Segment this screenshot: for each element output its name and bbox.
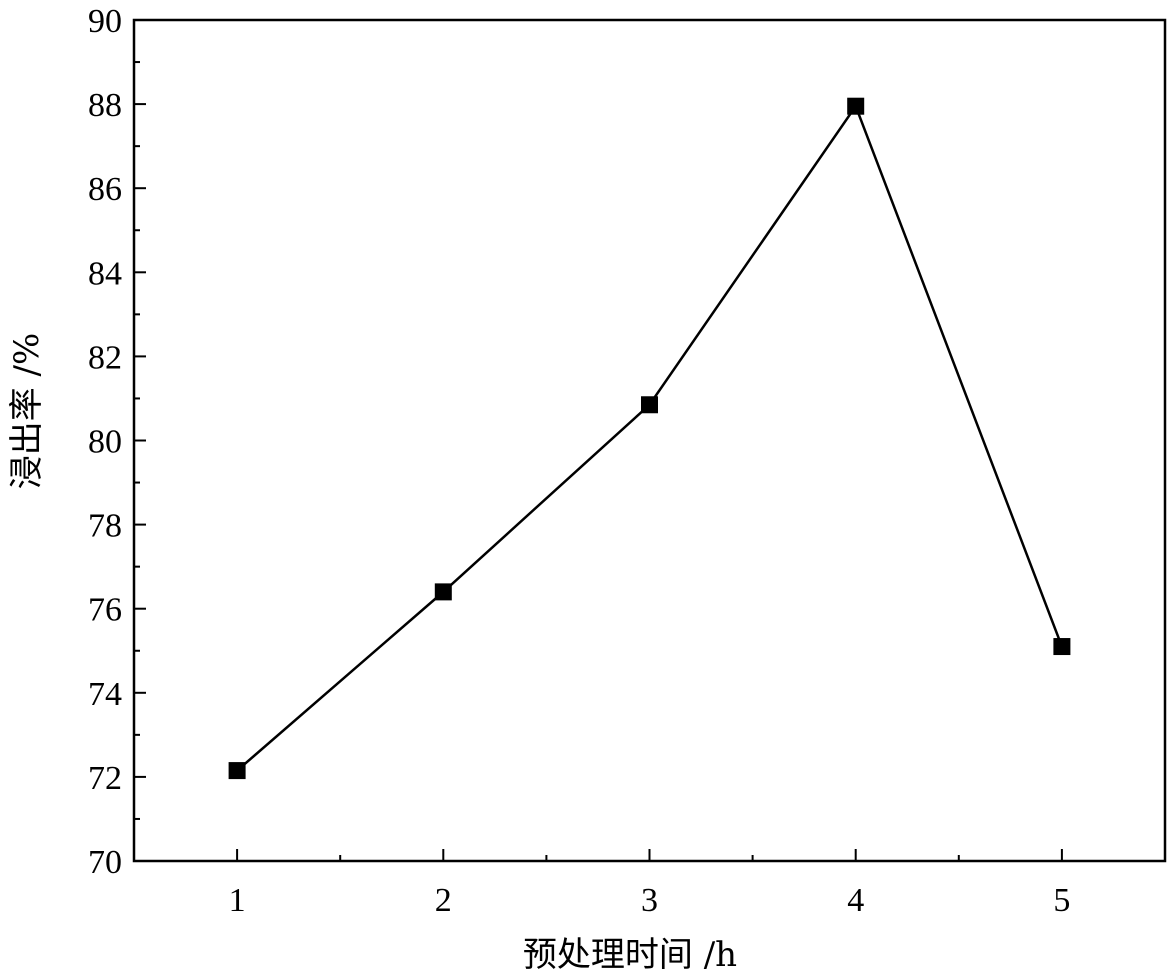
y-tick-label: 84	[88, 255, 122, 292]
series-line	[236, 103, 1064, 772]
data-point-marker	[1053, 638, 1071, 656]
y-axis-ticks: 70 72 74 76 78 80 82 84 86 88 90	[88, 3, 146, 881]
plot-frame	[132, 18, 1167, 863]
x-axis-ticks: 1 2 3 4 5	[229, 849, 1070, 919]
y-tick-label: 70	[88, 844, 122, 881]
x-tick-label: 1	[229, 882, 246, 919]
data-markers	[228, 97, 1071, 780]
x-tick-label: 2	[435, 882, 452, 919]
x-axis-title: 预处理时间 /h	[523, 935, 737, 975]
y-tick-label: 80	[88, 424, 122, 461]
y-tick-label: 78	[88, 508, 122, 545]
data-point-marker	[847, 97, 865, 115]
y-tick-label: 88	[88, 87, 122, 124]
data-point-marker	[228, 762, 246, 780]
y-axis-title: 浸出率 /%	[7, 333, 47, 490]
x-tick-label: 5	[1053, 882, 1070, 919]
y-tick-label: 86	[88, 171, 122, 208]
x-tick-label: 3	[641, 882, 658, 919]
data-point-marker	[434, 583, 452, 601]
y-tick-label: 74	[88, 676, 122, 713]
data-point-marker	[641, 396, 658, 414]
y-tick-label: 90	[88, 3, 122, 40]
x-tick-label: 4	[847, 882, 864, 919]
y-tick-label: 76	[88, 592, 122, 629]
y-tick-label: 72	[88, 760, 122, 797]
y-tick-label: 82	[88, 339, 122, 376]
